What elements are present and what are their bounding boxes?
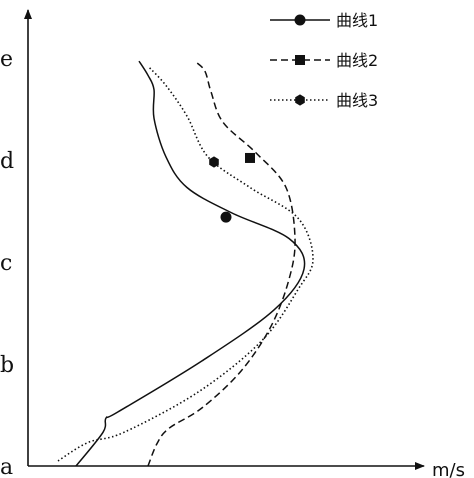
series-3-marker-1 [209, 156, 219, 168]
series-3 [57, 65, 314, 462]
series-1 [75, 60, 306, 467]
legend-label-3: 曲线3 [336, 91, 378, 110]
legend-marker-1 [294, 14, 306, 26]
series-2 [147, 61, 296, 467]
legend-item-1: 曲线1 [270, 11, 378, 30]
y-tick-labels: a b c d e [0, 47, 14, 478]
x-axis-unit-label: m/s [432, 460, 465, 478]
y-tick-label-c: c [0, 251, 12, 276]
legend: 曲线1 曲线2 曲线3 [270, 11, 378, 110]
series-line-2 [147, 61, 296, 467]
legend-marker-3 [295, 94, 305, 106]
legend-label-1: 曲线1 [336, 11, 378, 30]
axes [24, 9, 425, 470]
y-tick-label-d: d [0, 149, 14, 174]
series-2-marker-1 [245, 152, 255, 163]
series-1-marker-1 [220, 211, 232, 223]
y-tick-label-e: e [0, 47, 13, 72]
legend-marker-2 [295, 55, 305, 65]
legend-item-3: 曲线3 [270, 91, 378, 110]
legend-item-2: 曲线2 [270, 51, 378, 70]
series-group [57, 60, 314, 467]
series-line-3 [57, 65, 314, 462]
series-line-1 [75, 60, 306, 467]
y-tick-label-a: a [0, 455, 13, 478]
y-tick-label-b: b [0, 353, 14, 378]
legend-label-2: 曲线2 [336, 51, 378, 70]
